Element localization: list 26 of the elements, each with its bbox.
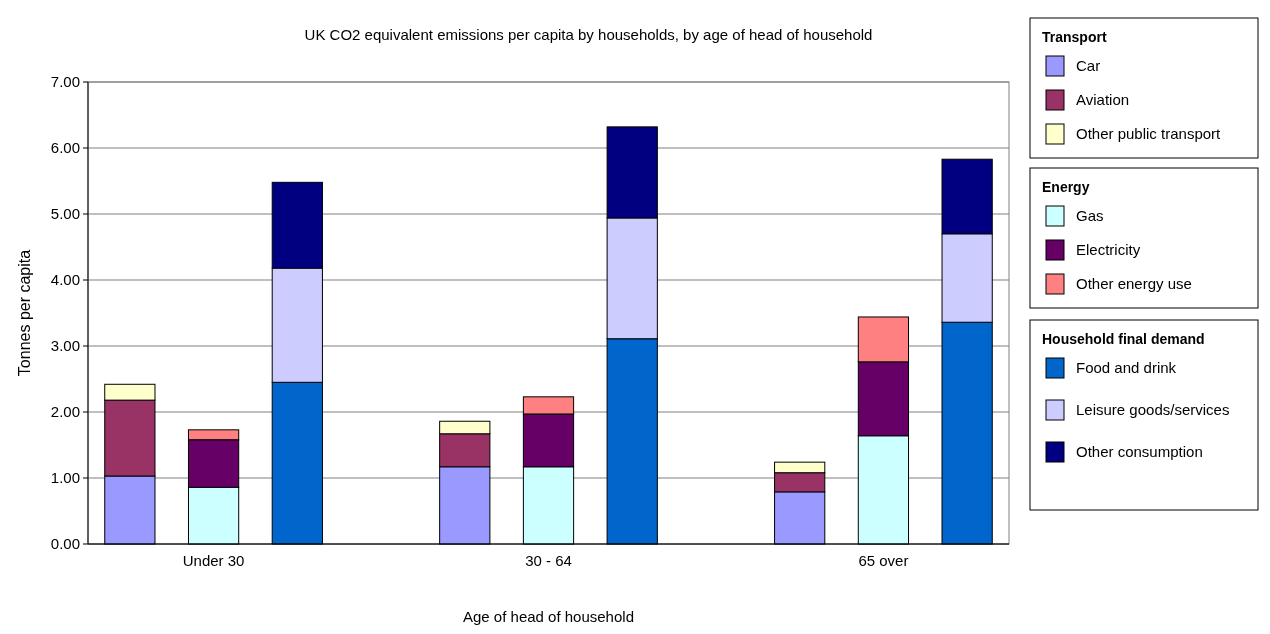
y-tick-label: 1.00	[50, 469, 80, 487]
text: Transport	[1042, 29, 1107, 45]
text: Energy	[1042, 179, 1090, 195]
y-axis-title: Tonnes per capita	[16, 249, 33, 377]
x-tick-label: 30 - 64	[525, 552, 572, 569]
x-tick-label: 65 over	[858, 552, 909, 569]
legend-label: Other public transport	[1076, 125, 1222, 143]
y-tick-label: 6.00	[50, 139, 80, 157]
text: Household final demand	[1042, 331, 1205, 347]
legend-label: Car	[1076, 57, 1101, 75]
legend-label: Aviation	[1076, 91, 1130, 109]
y-tick-label: 5.00	[50, 205, 80, 223]
x-axis-title: Age of head of household	[463, 608, 634, 625]
y-tick-label: 7.00	[50, 73, 80, 91]
legend-label: Other consumption	[1076, 443, 1203, 461]
legend-label: Leisure goods/services	[1076, 401, 1230, 419]
y-tick-label: 4.00	[50, 271, 80, 289]
legend-label: Electricity	[1076, 241, 1141, 259]
chart-title: UK CO2 equivalent emissions per capita by households, by age of head of household	[304, 26, 873, 43]
x-tick-label: Under 30	[182, 552, 245, 569]
legend-label: Gas	[1076, 207, 1104, 225]
legend-label: Other energy use	[1076, 275, 1192, 293]
legend-label: Food and drink	[1076, 359, 1177, 377]
y-tick-label: 3.00	[50, 337, 80, 355]
y-tick-label: 2.00	[50, 403, 80, 421]
y-tick-label: 0.00	[50, 535, 80, 553]
